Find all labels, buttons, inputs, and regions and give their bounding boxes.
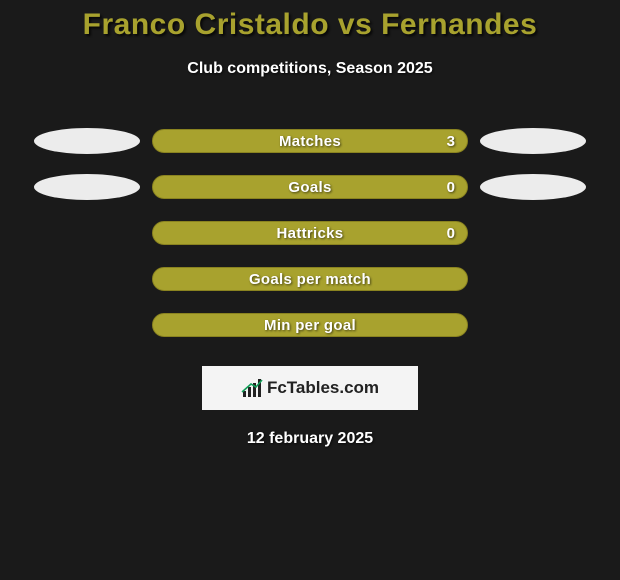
bar-chart-icon	[241, 379, 263, 397]
right-marker	[480, 312, 586, 338]
date-label: 12 february 2025	[0, 430, 620, 448]
stat-bar: Goals per match	[152, 267, 468, 291]
stat-label: Hattricks	[277, 225, 344, 242]
stat-bar: Matches 3	[152, 129, 468, 153]
stat-bar: Goals 0	[152, 175, 468, 199]
stat-row: Goals per match	[0, 256, 620, 302]
logo: FcTables.com	[241, 378, 379, 398]
stat-rows: Matches 3 Goals 0 Hattricks 0 Goals per match M…	[0, 118, 620, 348]
left-marker	[34, 128, 140, 154]
logo-box: FcTables.com	[202, 366, 418, 410]
stat-bar-wrap: Goals 0	[140, 175, 480, 199]
left-marker	[34, 220, 140, 246]
stat-row: Matches 3	[0, 118, 620, 164]
right-marker	[480, 174, 586, 200]
left-marker	[34, 266, 140, 292]
stat-row: Min per goal	[0, 302, 620, 348]
right-marker	[480, 266, 586, 292]
stat-row: Goals 0	[0, 164, 620, 210]
stat-label: Goals	[288, 179, 331, 196]
page-title: Franco Cristaldo vs Fernandes	[0, 8, 620, 42]
stat-value: 0	[447, 225, 455, 242]
stat-label: Min per goal	[264, 317, 356, 334]
stat-bar-wrap: Matches 3	[140, 129, 480, 153]
stat-bar-wrap: Hattricks 0	[140, 221, 480, 245]
logo-text: FcTables.com	[267, 378, 379, 398]
stat-row: Hattricks 0	[0, 210, 620, 256]
stat-bar-wrap: Min per goal	[140, 313, 480, 337]
subtitle: Club competitions, Season 2025	[0, 60, 620, 78]
stat-value: 0	[447, 179, 455, 196]
stat-label: Matches	[279, 133, 341, 150]
right-marker	[480, 128, 586, 154]
right-marker	[480, 220, 586, 246]
stat-bar: Min per goal	[152, 313, 468, 337]
stat-value: 3	[447, 133, 455, 150]
stat-label: Goals per match	[249, 271, 371, 288]
left-marker	[34, 174, 140, 200]
stat-bar: Hattricks 0	[152, 221, 468, 245]
stat-bar-wrap: Goals per match	[140, 267, 480, 291]
left-marker	[34, 312, 140, 338]
comparison-card: Franco Cristaldo vs Fernandes Club compe…	[0, 0, 620, 448]
